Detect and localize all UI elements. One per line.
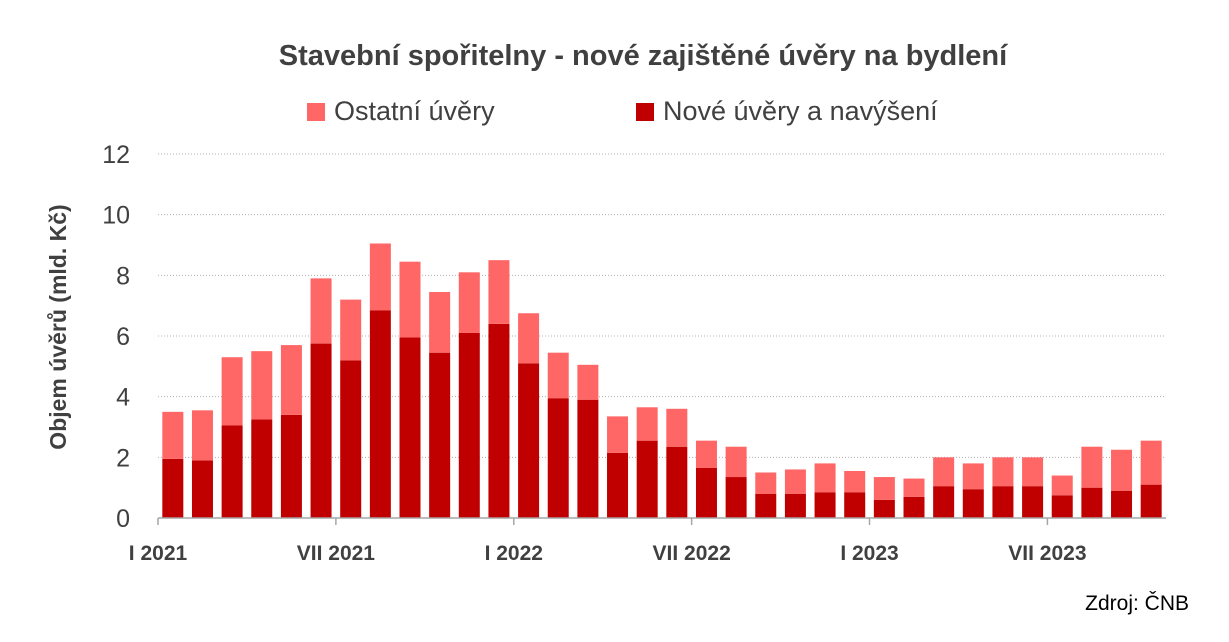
x-tick-label: VII 2023 <box>1008 542 1086 565</box>
bar-nove-uvery <box>310 343 332 518</box>
bar-nove-uvery <box>1140 484 1162 518</box>
bar-ostatni-uvery <box>369 243 391 311</box>
bar-nove-uvery <box>844 492 866 518</box>
bar-ostatni-uvery <box>962 463 984 490</box>
bar-nove-uvery <box>369 310 391 518</box>
bar-nove-uvery <box>725 477 747 518</box>
bar-nove-uvery <box>191 460 213 518</box>
bars <box>162 243 1162 518</box>
bar-nove-uvery <box>755 493 777 518</box>
bar-nove-uvery <box>399 337 421 518</box>
y-tick-label: 6 <box>116 323 130 351</box>
bar-nove-uvery <box>221 425 243 518</box>
bar-ostatni-uvery <box>1081 446 1103 488</box>
bar-ostatni-uvery <box>518 313 540 364</box>
bar-ostatni-uvery <box>784 469 806 494</box>
legend-swatch-ostatni <box>307 102 325 121</box>
gridlines <box>158 153 1166 458</box>
bar-nove-uvery <box>873 499 895 518</box>
x-tick-label: I 2022 <box>485 542 543 565</box>
bar-ostatni-uvery <box>755 472 777 494</box>
bar-nove-uvery <box>933 486 955 518</box>
bar-ostatni-uvery <box>162 411 184 459</box>
bar-ostatni-uvery <box>458 272 480 333</box>
legend-item-ostatni: Ostatní úvěry <box>307 96 495 127</box>
bar-nove-uvery <box>666 446 688 518</box>
bar-ostatni-uvery <box>429 292 451 353</box>
x-tick-label: I 2021 <box>129 542 188 565</box>
legend-label-nove: Nové úvěry a navýšení <box>663 96 938 126</box>
x-tick-label: I 2023 <box>840 542 898 565</box>
chart-title: Stavební spořitelny - nové zajištěné úvě… <box>278 40 1008 72</box>
y-tick-label: 0 <box>116 505 130 533</box>
bar-nove-uvery <box>1051 495 1073 518</box>
bar-ostatni-uvery <box>191 410 213 461</box>
bar-nove-uvery <box>1022 486 1044 518</box>
bar-ostatni-uvery <box>399 261 421 338</box>
bar-nove-uvery <box>814 492 836 518</box>
bar-nove-uvery <box>1111 490 1133 518</box>
axes: 0 2 4 6 8 10 12 I 2021 VII 2021 I 2022 VII 2022 I 2… <box>102 141 1166 565</box>
bar-nove-uvery <box>251 419 273 518</box>
legend-label-ostatni: Ostatní úvěry <box>334 96 495 126</box>
bar-nove-uvery <box>1081 487 1103 518</box>
bar-nove-uvery <box>458 332 480 518</box>
bar-nove-uvery <box>784 493 806 518</box>
bar-ostatni-uvery <box>1051 475 1073 496</box>
bar-nove-uvery <box>429 352 451 518</box>
bar-ostatni-uvery <box>310 278 332 344</box>
bar-ostatni-uvery <box>933 457 955 487</box>
bar-ostatni-uvery <box>280 345 302 415</box>
legend: Ostatní úvěry Nové úvěry a navýšení <box>0 96 1229 130</box>
x-tick-label: VII 2021 <box>297 542 376 565</box>
bar-nove-uvery <box>903 496 925 518</box>
y-tick-label: 8 <box>116 262 130 290</box>
bar-nove-uvery <box>577 399 599 518</box>
bar-ostatni-uvery <box>1140 440 1162 485</box>
bar-ostatni-uvery <box>844 470 866 493</box>
y-axis-label: Objem úvěrů (mld. Kč) <box>45 204 71 449</box>
bar-nove-uvery <box>547 398 569 518</box>
bar-nove-uvery <box>162 458 184 518</box>
bar-ostatni-uvery <box>607 416 629 453</box>
bar-ostatni-uvery <box>221 357 243 426</box>
bar-nove-uvery <box>280 414 302 518</box>
bar-ostatni-uvery <box>666 408 688 447</box>
legend-swatch-nove <box>636 102 654 121</box>
bar-ostatni-uvery <box>577 364 599 400</box>
bar-ostatni-uvery <box>547 352 569 399</box>
bar-ostatni-uvery <box>695 440 717 468</box>
source-note: Zdroj: ČNB <box>1085 592 1189 615</box>
bar-nove-uvery <box>636 440 658 518</box>
bar-ostatni-uvery <box>340 299 362 361</box>
bar-ostatni-uvery <box>873 477 895 500</box>
bar-ostatni-uvery <box>725 446 747 478</box>
bar-ostatni-uvery <box>1022 457 1044 487</box>
y-tick-label: 4 <box>116 384 130 412</box>
bar-ostatni-uvery <box>488 260 510 324</box>
bar-nove-uvery <box>607 452 629 518</box>
bar-ostatni-uvery <box>1111 449 1133 491</box>
bar-nove-uvery <box>695 467 717 518</box>
bar-ostatni-uvery <box>636 407 658 441</box>
bar-nove-uvery <box>518 363 540 518</box>
legend-item-nove: Nové úvěry a navýšení <box>636 96 938 127</box>
bar-nove-uvery <box>488 323 510 518</box>
bar-nove-uvery <box>992 486 1014 518</box>
y-tick-label: 10 <box>102 202 130 230</box>
y-tick-label: 2 <box>116 444 130 472</box>
y-tick-label: 12 <box>102 141 130 169</box>
bar-nove-uvery <box>340 360 362 518</box>
bar-ostatni-uvery <box>814 463 836 493</box>
bar-ostatni-uvery <box>992 457 1014 487</box>
x-tick-label: VII 2022 <box>653 542 731 565</box>
bar-nove-uvery <box>962 489 984 518</box>
bar-ostatni-uvery <box>251 351 273 420</box>
bar-ostatni-uvery <box>903 478 925 497</box>
